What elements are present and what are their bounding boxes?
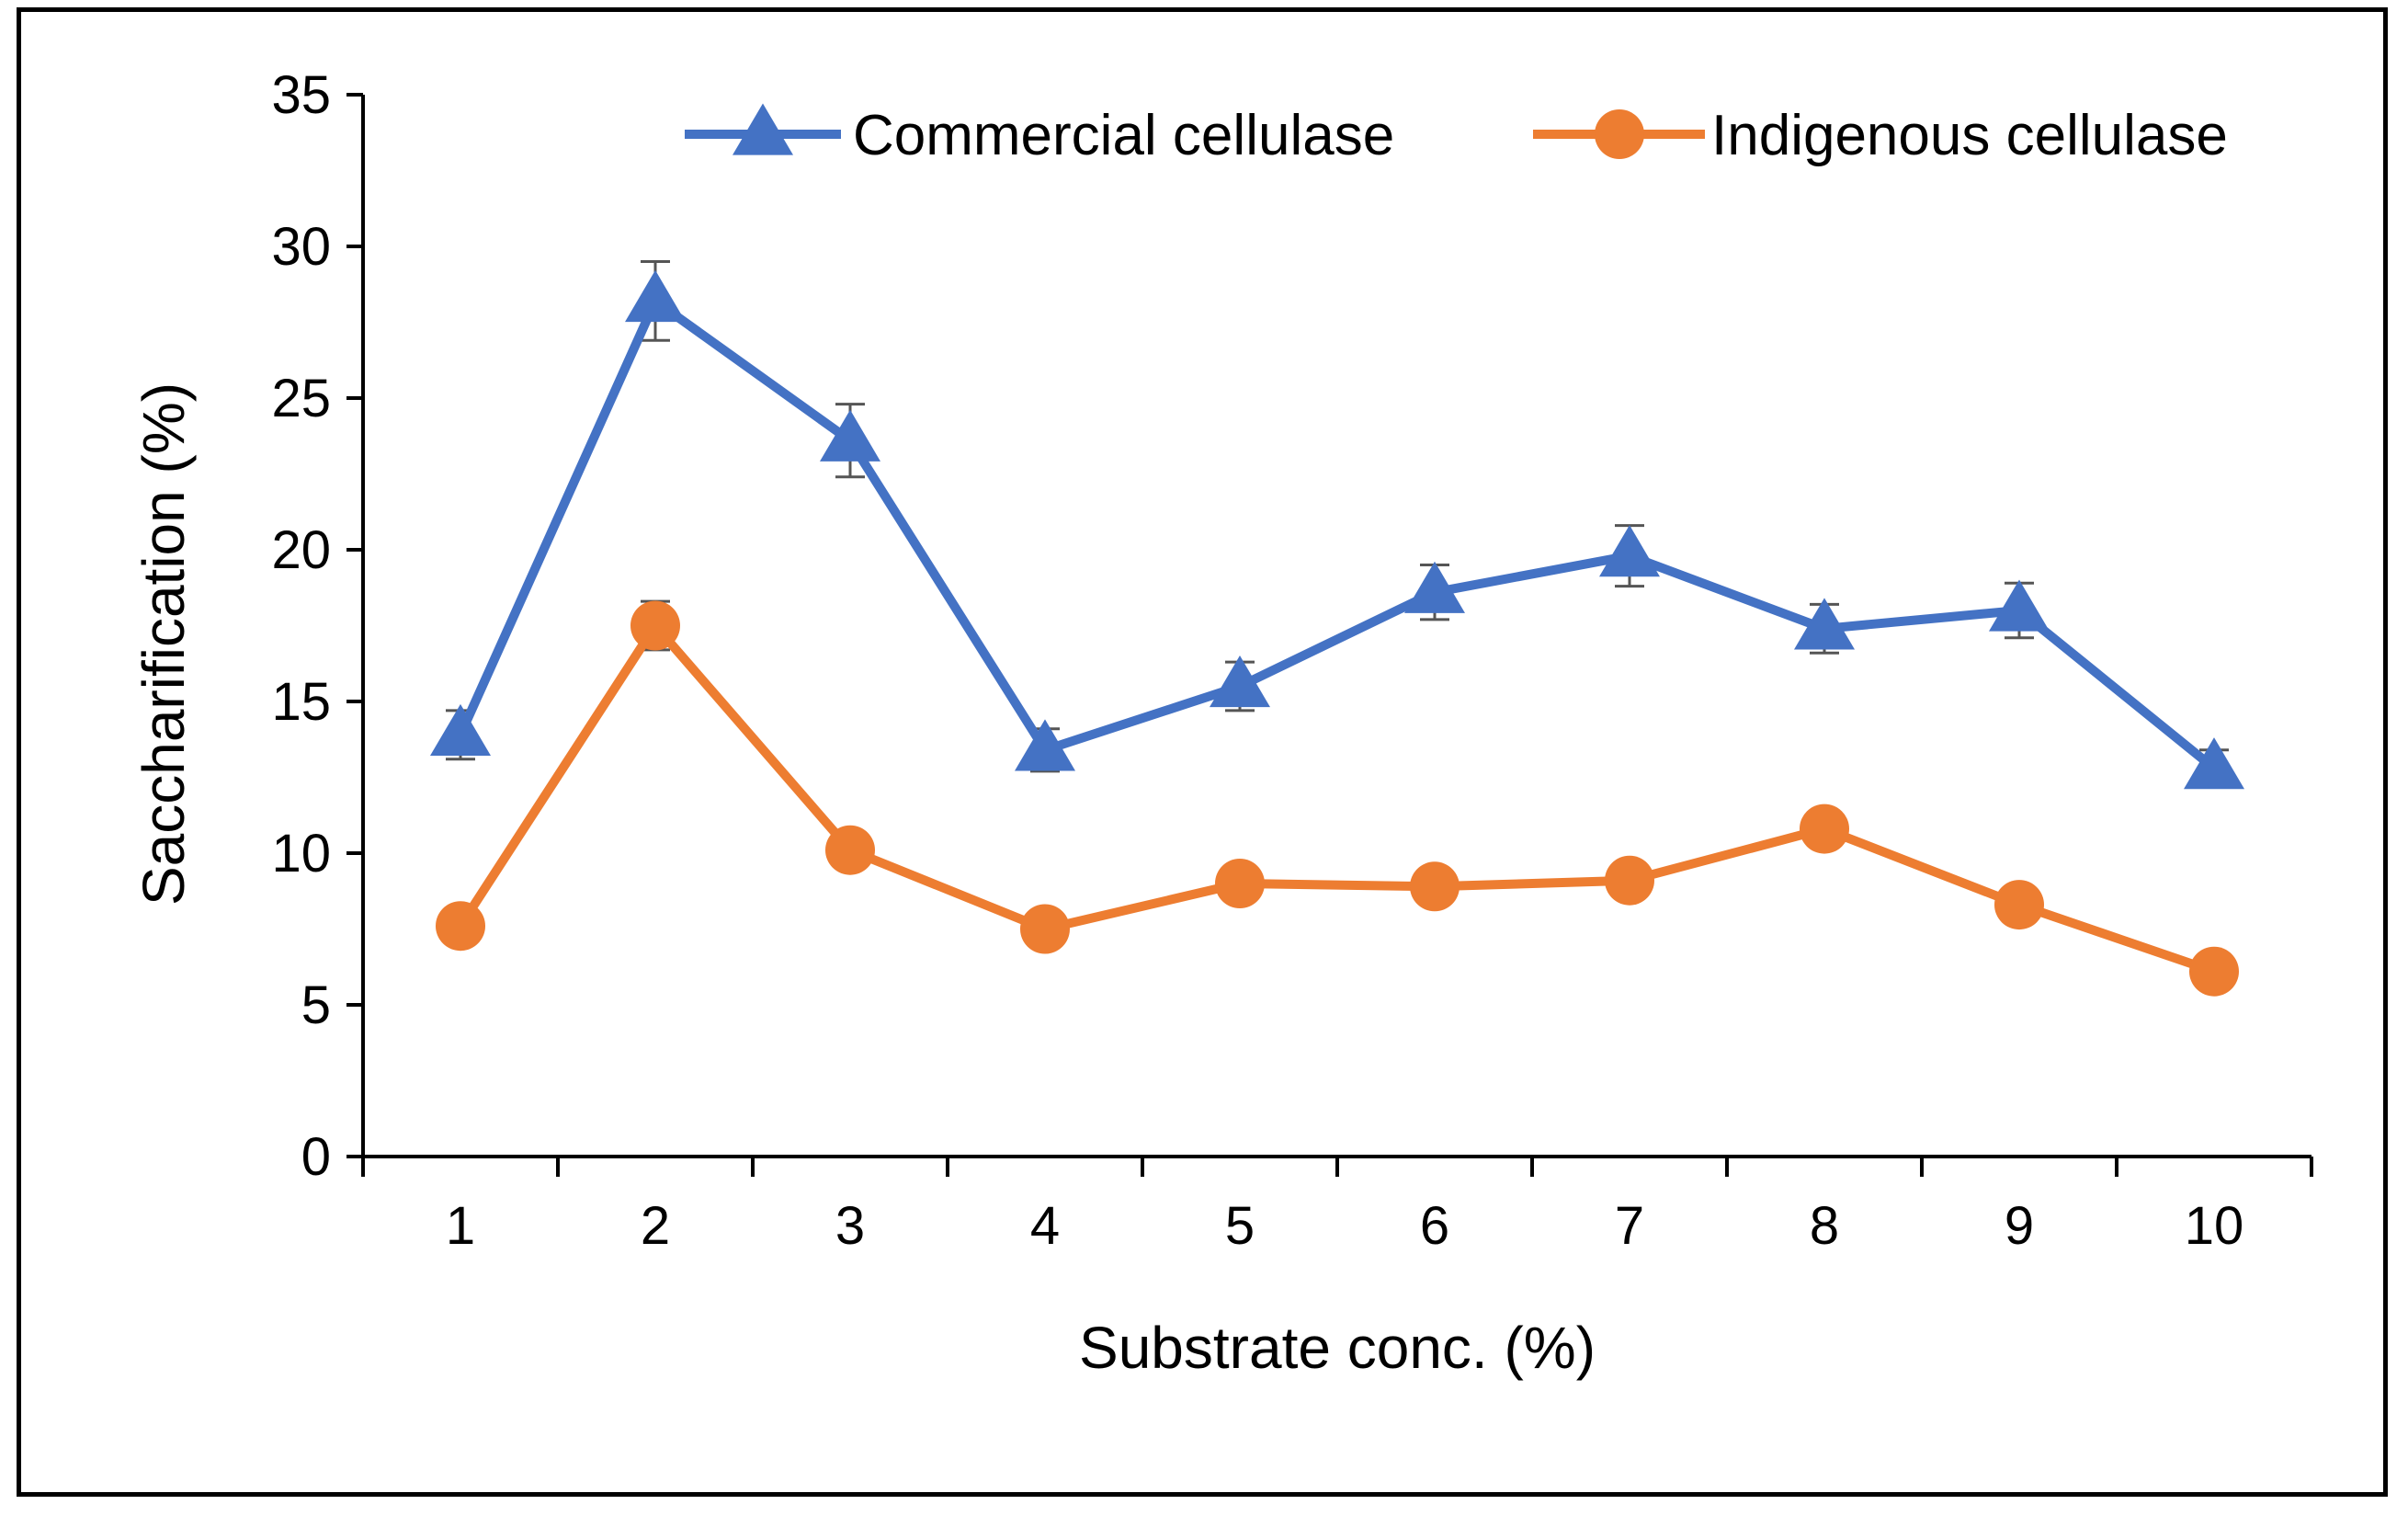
series-line-indigenous — [456, 621, 2216, 976]
x-axis-ticks: 1 2 3 4 5 6 7 8 9 10 — [361, 1157, 2313, 1256]
data-point-triangle — [1404, 561, 1465, 613]
data-point-triangle — [625, 269, 686, 323]
y-axis-ticks: 0 5 10 15 20 25 30 35 — [271, 65, 363, 1187]
data-point-circle — [2189, 946, 2239, 997]
data-point-circle — [1020, 904, 1070, 954]
data-point-circle — [1215, 859, 1265, 908]
data-point-circle — [1800, 804, 1849, 854]
y-tick-label: 10 — [271, 824, 331, 883]
y-tick-label: 30 — [271, 217, 331, 277]
y-tick-label: 35 — [271, 65, 331, 125]
legend-circle-marker — [1595, 109, 1644, 159]
data-point-triangle — [820, 409, 880, 462]
legend-label-commercial: Commercial cellulase — [853, 104, 1394, 167]
data-point-circle — [630, 600, 680, 651]
data-point-triangle — [1989, 579, 2050, 632]
legend-item-indigenous: Indigenous cellulase — [1533, 104, 2228, 167]
data-point-triangle — [2184, 737, 2244, 790]
data-point-circle — [1605, 855, 1654, 906]
x-tick-label: 4 — [1030, 1196, 1060, 1256]
series-line-commercial — [456, 296, 2218, 772]
data-point-triangle — [1599, 525, 1660, 577]
data-point-triangle — [430, 703, 491, 756]
x-tick-label: 2 — [641, 1196, 670, 1256]
data-point-circle — [825, 825, 875, 875]
data-point-triangle — [1794, 598, 1855, 650]
data-point-circle — [1410, 861, 1460, 912]
series-group — [430, 269, 2244, 997]
data-point-triangle — [1210, 655, 1270, 708]
x-tick-label: 10 — [2185, 1196, 2244, 1256]
legend-label-indigenous: Indigenous cellulase — [1711, 104, 2228, 167]
legend-triangle-marker — [733, 103, 793, 155]
y-tick-label: 15 — [271, 672, 331, 732]
x-tick-label: 3 — [835, 1196, 865, 1256]
y-tick-label: 20 — [271, 520, 331, 580]
x-axis-title: Substrate conc. (%) — [1079, 1315, 1596, 1381]
x-tick-label: 6 — [1420, 1196, 1449, 1256]
chart-frame — [17, 7, 2388, 1497]
y-tick-label: 5 — [301, 975, 331, 1035]
y-tick-label: 25 — [271, 369, 331, 428]
y-axis-title: Saccharification (%) — [131, 382, 197, 906]
legend: Commercial cellulase Indigenous cellulas… — [685, 103, 2228, 167]
legend-item-commercial: Commercial cellulase — [685, 103, 1394, 167]
error-bars — [446, 260, 2229, 983]
x-tick-label: 5 — [1225, 1196, 1255, 1256]
data-point-circle — [1994, 880, 2044, 930]
x-tick-label: 7 — [1615, 1196, 1644, 1256]
y-tick-label: 0 — [301, 1127, 331, 1187]
x-tick-label: 1 — [446, 1196, 475, 1256]
data-point-circle — [436, 901, 485, 952]
data-point-triangle — [1015, 719, 1075, 771]
x-tick-label: 8 — [1810, 1196, 1839, 1256]
x-tick-label: 9 — [2005, 1196, 2034, 1256]
